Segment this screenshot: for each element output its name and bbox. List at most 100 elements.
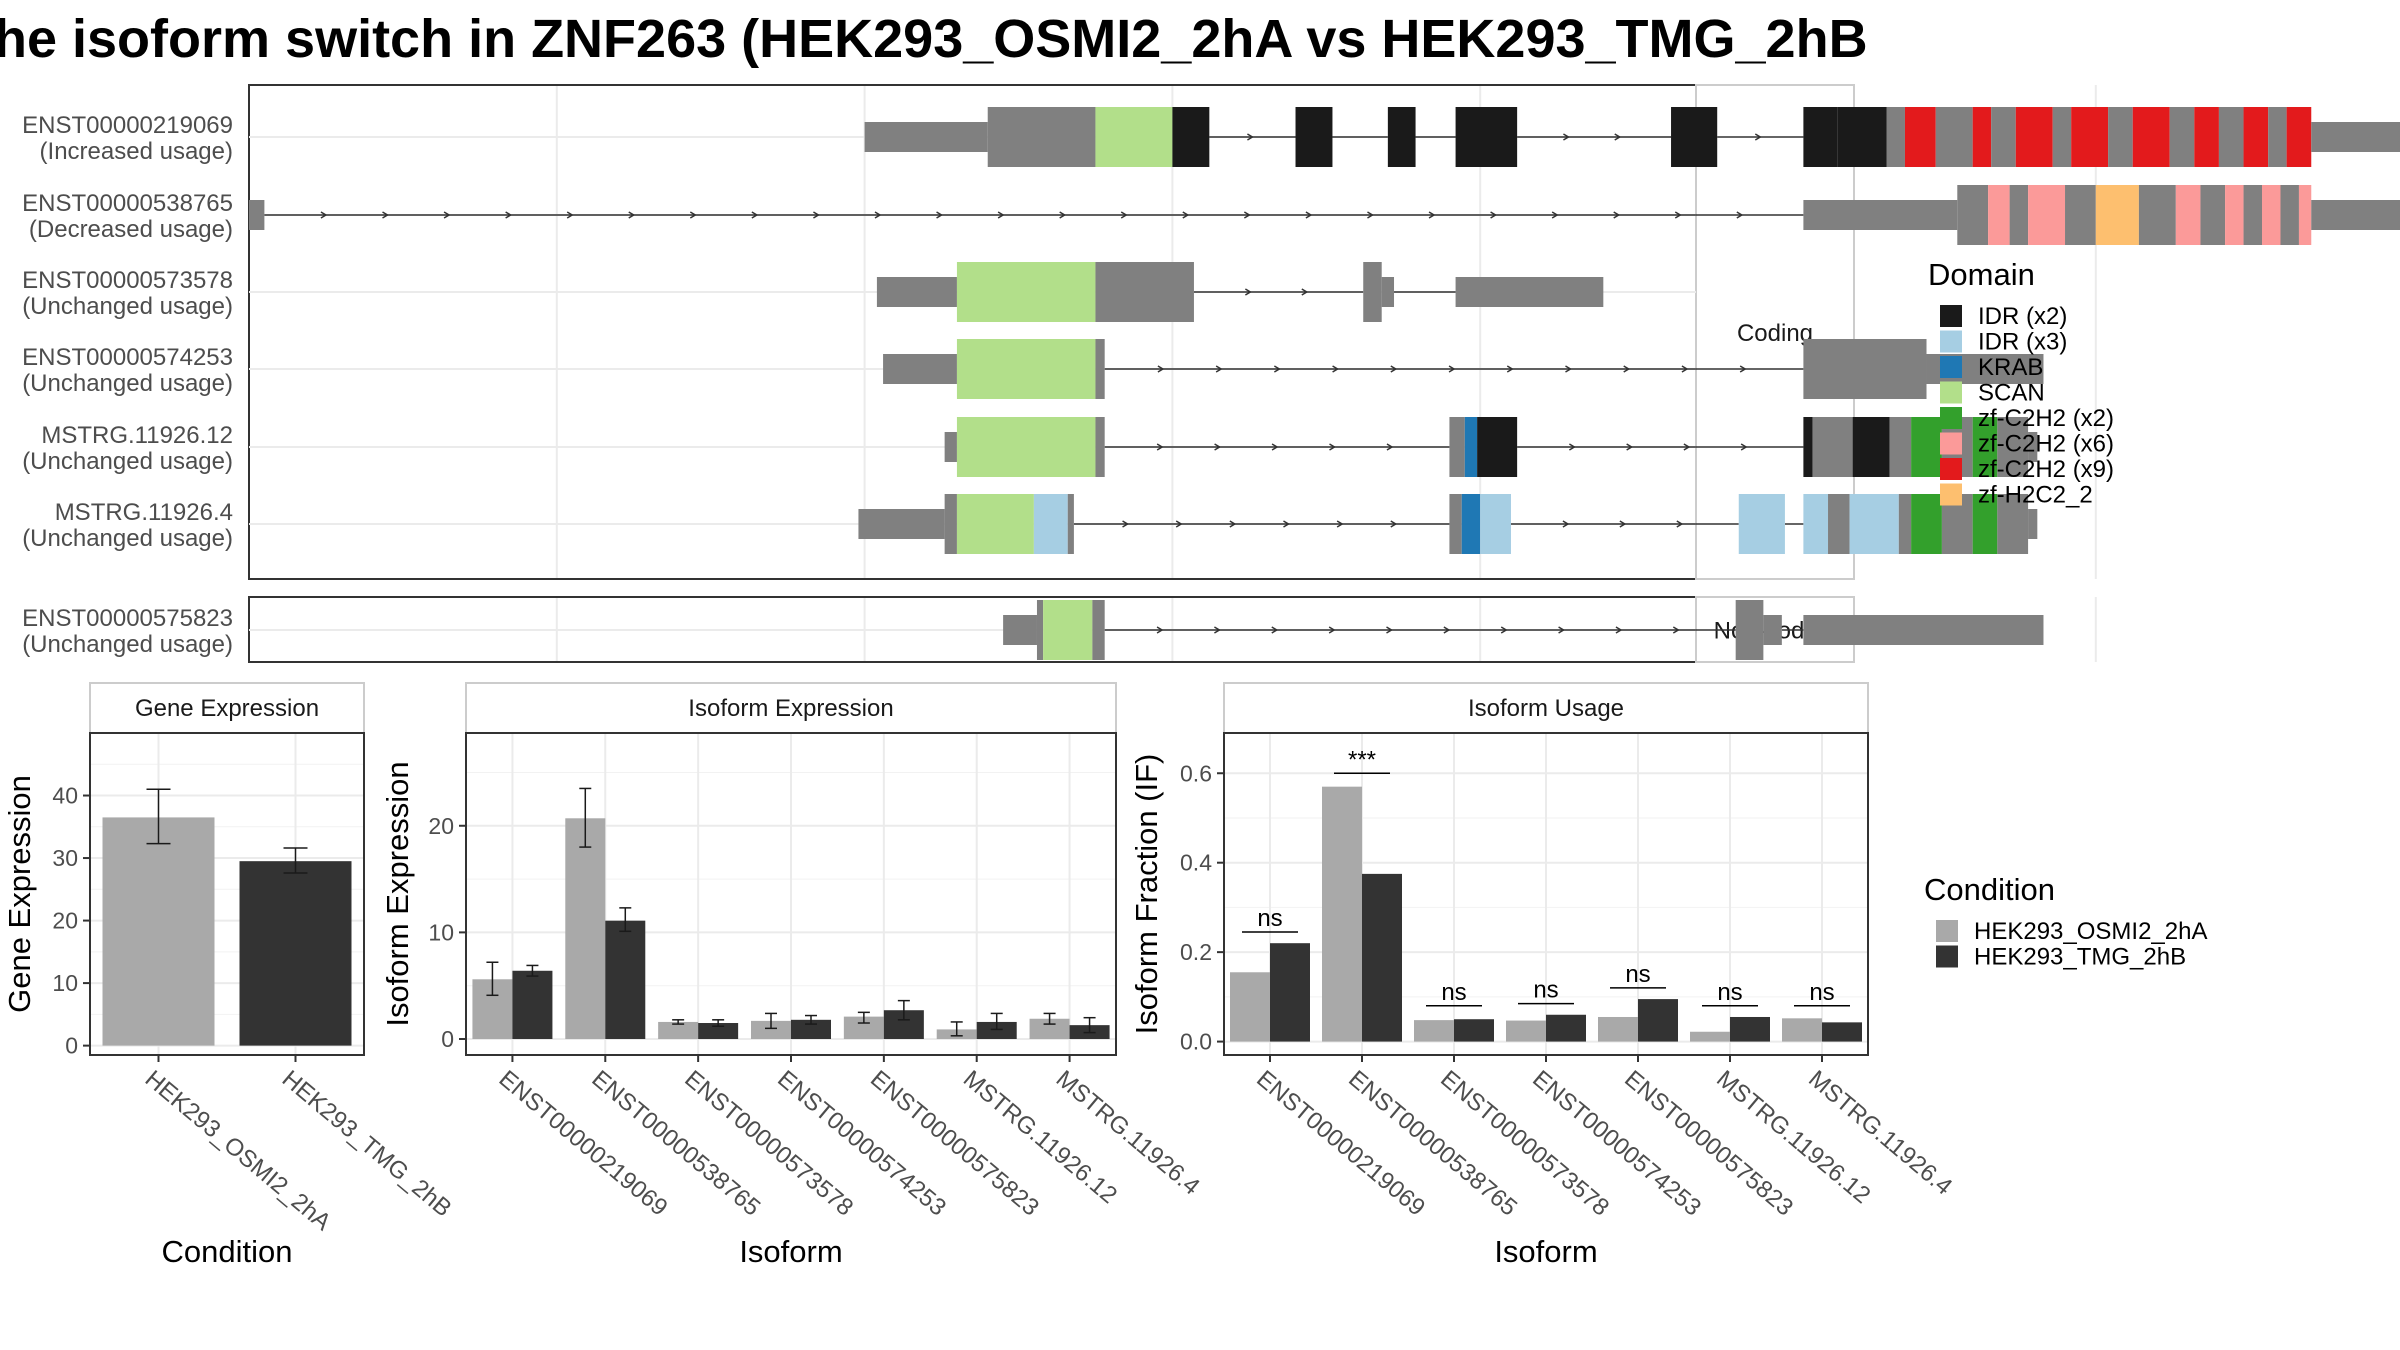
x-tick-label: ENST00000573578 [1435,1065,1614,1221]
x-tick-label: ENST00000575823 [865,1065,1044,1221]
chart-title: Isoform Expression [688,695,893,722]
transcript-1-exon-C2H2x6 [2262,185,2281,245]
domain-legend-key [1940,305,1962,327]
transcript-5-exon-thick [1898,494,1912,554]
x-axis-title: Condition [162,1234,293,1269]
transcript-1-intron-arrow [936,211,944,219]
x-tick-label: ENST00000575823 [1619,1065,1798,1221]
isoform-usage-chart: Isoform Usage ns *** ns ns ns ns ns 0.0 0.2 0.4 0.6… [1129,682,1957,1269]
transcript-noncoding-0-intron-arrow [1271,626,1279,634]
isoform-structure-panel: CodingNon-codingENST00000219069(Increase… [22,84,2400,663]
transcript-1-exon-thin [1803,200,1958,230]
transcript-2-usage-label: (Unchanged usage) [22,293,233,320]
transcript-0-exon-C2H2x9 [2132,107,2170,167]
transcript-5-intron-arrow [1676,520,1684,528]
transcript-4-intron-arrow [1386,443,1394,451]
transcript-2-exon-thick [1363,262,1382,322]
transcript-4-intron-arrow [1740,443,1748,451]
transcript-1-intron-arrow [1674,211,1682,219]
bar-HEK293_OSMI2_2hA [102,817,215,1046]
x-tick-label: ENST00000538765 [587,1065,766,1221]
transcript-1-intron-arrow [320,211,328,219]
transcript-0-exon-thick [1991,107,2016,167]
domain-legend-label: KRAB [1978,354,2043,381]
transcript-4-exon-thin [2028,432,2038,462]
y-tick-label: 0.2 [1180,939,1212,965]
transcript-0-exon-thick [1886,107,1905,167]
transcript-3-intron-arrow [1623,365,1631,373]
transcript-1-intron-arrow [1551,211,1559,219]
transcript-5-exon-IDR3 [1033,494,1068,554]
transcript-0-exon-thick [1935,107,1973,167]
transcript-noncoding-0-intron-arrow [1443,626,1451,634]
x-tick-label: ENST00000219069 [494,1065,673,1221]
transcript-noncoding-0-intron-arrow [1156,626,1164,634]
transcript-4-exon-thick [1997,417,2029,477]
transcript-1-exon-C2H2x6 [2225,185,2244,245]
transcript-1-intron-arrow [813,211,820,219]
transcript-5-exon-thick [1067,494,1074,554]
condition-legend-label: HEK293_OSMI2_2hA [1974,918,2207,945]
transcript-1-exon-C2H2x6 [2028,185,2066,245]
bar-HEK293_TMG_2hB [605,920,646,1040]
transcript-4-exon-thick [1889,417,1912,477]
transcript-5-exon-KRAB [1461,494,1481,554]
transcript-1-intron-arrow [1736,211,1744,219]
bar-HEK293_OSMI2_2hA [1230,972,1270,1042]
transcript-noncoding-0-intron-arrow [1500,626,1508,634]
bar-HEK293_OSMI2_2hA [1598,1016,1638,1042]
transcript-4-exon-IDR2 [1803,417,1813,477]
transcript-1-intron-arrow [997,211,1005,219]
transcript-1-exon-thick [2200,185,2226,245]
condition-legend-key [1936,945,1958,968]
domain-legend-key [1940,356,1962,378]
x-axis-title: Isoform [739,1234,842,1269]
chart-title: Gene Expression [135,695,319,722]
transcript-noncoding-0-id-label: ENST00000575823 [22,605,233,632]
transcript-4-exon-thick [1095,417,1105,477]
bar-HEK293_TMG_2hB [1546,1014,1586,1042]
bar-HEK293_OSMI2_2hA [843,1016,884,1040]
isoform-expression-chart: Isoform Expression01020ENST00000219069EN… [380,682,1205,1269]
transcript-1-intron-arrow [1367,211,1374,219]
transcript-5-intron-arrow [1283,520,1290,528]
bar-HEK293_TMG_2hB [698,1023,739,1040]
bar-HEK293_TMG_2hB [1822,1022,1862,1042]
significance-label: ns [1625,961,1650,988]
domain-legend-label: IDR (x3) [1978,329,2067,356]
transcript-5-exon-thin [2028,509,2038,539]
transcript-0-intron-arrow [1614,133,1622,141]
transcript-1-id-label: ENST00000538765 [22,190,233,217]
transcript-0-usage-label: (Increased usage) [40,138,233,165]
condition-legend-key [1936,920,1958,942]
x-tick-label: ENST00000219069 [1251,1065,1430,1221]
transcript-0-id-label: ENST00000219069 [22,112,233,139]
domain-legend-label: zf-C2H2 (x6) [1978,431,2114,458]
transcript-2-intron-arrow [1301,288,1309,296]
transcript-5-exon-IDR3 [1480,494,1511,554]
transcript-1-exon-C2H2x6 [2175,185,2201,245]
transcript-0-exon-thin [2311,122,2400,152]
transcript-0-exon-thick [987,107,1096,167]
transcript-1-intron-arrow [1243,211,1251,219]
transcript-0-exon-IDR2 [1671,107,1718,167]
chart-border [89,732,365,1056]
x-tick-label: ENST00000573578 [679,1065,858,1221]
transcript-1-exon-thick [2065,185,2096,245]
x-tick-label: ENST00000538765 [1343,1065,1522,1221]
transcript-3-exon-thin [883,354,957,384]
bar-HEK293_OSMI2_2hA [1029,1018,1070,1040]
transcript-noncoding-0-exon-thin [1803,615,2044,645]
transcript-5-intron-arrow [1619,520,1627,528]
transcript-5-intron-arrow [1175,520,1183,528]
significance-label: *** [1348,746,1376,773]
domain-legend-title: Domain [1928,257,2035,292]
transcript-1-exon-C2H2x6 [1988,185,2010,245]
transcript-4-exon-C2H2x2 [1972,417,1998,477]
domain-legend-key [1940,407,1962,429]
transcript-5-usage-label: (Unchanged usage) [22,525,233,552]
domain-legend-label: zf-C2H2 (x2) [1978,405,2114,432]
y-tick-label: 20 [52,908,78,934]
